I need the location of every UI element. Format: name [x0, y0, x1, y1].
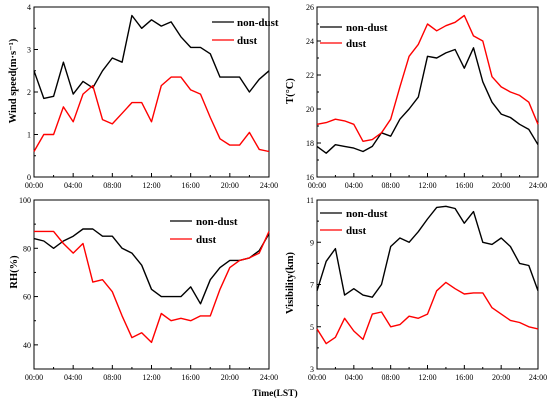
y-tick-label: 7	[310, 281, 314, 290]
series-line-dust	[316, 14, 539, 143]
ylabel-temperature: T(°C)	[285, 78, 296, 104]
plot-frame	[33, 6, 270, 178]
series-line-non-dust	[33, 228, 270, 305]
y-tick-label: 4	[27, 3, 31, 12]
x-tick-label: 00:00	[25, 181, 43, 190]
y-tick-label: 60	[23, 293, 31, 302]
y-tick-label: 24	[306, 37, 314, 46]
panel-temperature: T(°C) non-dust dust 16 18 20 22 24 26 00:00 04:…	[285, 3, 547, 190]
x-tick-label: 08:00	[382, 373, 400, 382]
y-tick-label: 3	[310, 365, 314, 374]
y-tick-label: 11	[306, 196, 314, 205]
x-tick-label: 08:00	[382, 181, 400, 190]
x-tick-label: 04:00	[345, 181, 363, 190]
legend-temperature: non-dust dust	[320, 22, 388, 50]
x-tick-label: 00:00	[25, 373, 43, 382]
y-tick-label: 1	[27, 131, 31, 140]
y-tick-label: 5	[310, 323, 314, 332]
legend-label-non-dust: non-dust	[346, 22, 388, 34]
x-tick-label: 20:00	[221, 373, 239, 382]
y-tick-label: 0	[27, 173, 31, 182]
x-tick-label: 20:00	[492, 373, 510, 382]
x-tick-label: 12:00	[142, 373, 160, 382]
y-tick-label: 80	[23, 244, 31, 253]
x-tick-label: 04:00	[64, 373, 82, 382]
x-tick-label: 04:00	[345, 373, 363, 382]
x-tick-label: 12:00	[142, 181, 160, 190]
x-tick-label: 08:00	[103, 181, 121, 190]
y-tick-label: 3	[27, 46, 31, 55]
legend-label-dust: dust	[346, 38, 367, 50]
x-tick-label: 16:00	[182, 181, 200, 190]
x-tick-label: 20:00	[492, 181, 510, 190]
x-tick-label: 24:00	[260, 181, 278, 190]
x-tick-label: 24:00	[260, 373, 278, 382]
legend-rh: non-dust dust	[170, 216, 238, 246]
y-tick-label: 40	[23, 341, 31, 350]
x-tick-label: 24:00	[529, 373, 547, 382]
legend-label-dust: dust	[346, 225, 367, 237]
y-tick-label: 22	[306, 71, 314, 80]
series-line-dust	[316, 281, 539, 345]
legend-visibility: non-dust dust	[320, 208, 388, 237]
xlabel-time: Time(LST)	[252, 388, 297, 399]
ylabel-wind-speed: Wind speed(m·s⁻¹)	[8, 38, 19, 123]
y-tick-label: 18	[306, 139, 314, 148]
x-tick-label: 00:00	[308, 181, 326, 190]
x-tick-label: 16:00	[455, 373, 473, 382]
legend-label-non-dust: non-dust	[237, 17, 279, 29]
series-line-non-dust	[33, 14, 270, 100]
y-tick-label: 16	[306, 173, 314, 182]
y-tick-label: 100	[19, 196, 31, 205]
x-tick-label: 24:00	[529, 181, 547, 190]
legend-label-dust: dust	[237, 35, 258, 47]
x-tick-label: 04:00	[64, 181, 82, 190]
y-tick-label: 26	[306, 3, 314, 12]
legend-label-dust: dust	[196, 234, 217, 246]
panel-rh: RH(%) non-dust dust 40 60 80 100 00:00 04:00 0…	[9, 196, 278, 382]
legend-label-non-dust: non-dust	[346, 208, 388, 220]
y-tick-label: 20	[306, 105, 314, 114]
series-line-non-dust	[316, 205, 539, 298]
panel-wind-speed: Wind speed(m·s⁻¹) non-dust dust 0 1 2 3 4 00:…	[8, 3, 279, 190]
x-tick-label: 16:00	[455, 181, 473, 190]
ylabel-rh: RH(%)	[9, 255, 20, 289]
x-tick-label: 08:00	[103, 373, 121, 382]
y-tick-label: 2	[27, 88, 31, 97]
x-tick-label: 20:00	[221, 181, 239, 190]
y-tick-label: 9	[310, 238, 314, 247]
x-tick-label: 12:00	[418, 181, 436, 190]
legend-label-non-dust: non-dust	[196, 216, 238, 228]
legend-wind-speed: non-dust dust	[212, 17, 279, 47]
series-line-dust	[34, 230, 270, 344]
x-tick-label: 00:00	[308, 373, 326, 382]
series-line-non-dust	[316, 47, 539, 154]
series-line-dust	[33, 76, 270, 153]
x-tick-label: 12:00	[418, 373, 436, 382]
x-tick-label: 16:00	[182, 373, 200, 382]
panel-visibility: Visibility(km) non-dust dust 3 5 7 9 11 00:00…	[285, 196, 547, 382]
ylabel-visibility: Visibility(km)	[285, 251, 296, 314]
